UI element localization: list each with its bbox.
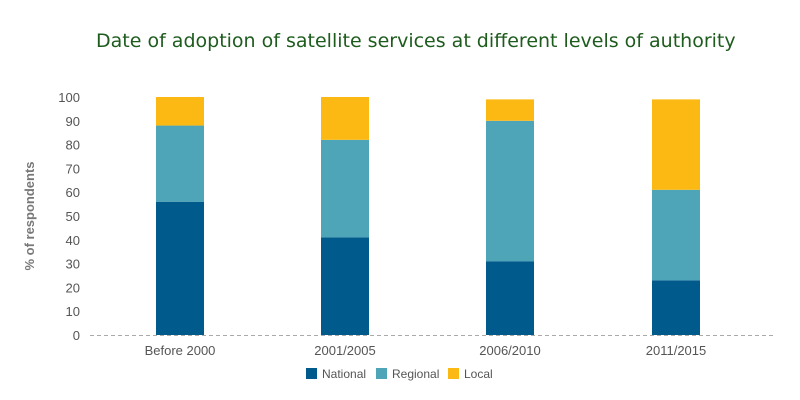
- bar-local: [321, 97, 369, 140]
- bar-national: [321, 237, 369, 335]
- y-tick-label: 70: [66, 161, 80, 176]
- x-axis: Before 2000 2001/2005 2006/2010 2011/2015: [145, 343, 707, 358]
- y-tick-label: 90: [66, 114, 80, 129]
- y-tick-label: 0: [73, 328, 80, 343]
- bars: [156, 97, 700, 335]
- y-tick-label: 60: [66, 185, 80, 200]
- y-tick-label: 10: [66, 304, 80, 319]
- x-tick-label: 2001/2005: [314, 343, 375, 358]
- y-tick-label: 50: [66, 209, 80, 224]
- legend-label: National: [322, 367, 366, 381]
- legend-swatch-local: [448, 368, 459, 379]
- legend-swatch-regional: [376, 368, 387, 379]
- bar-national: [486, 261, 534, 335]
- bar-national: [156, 201, 204, 335]
- y-axis-label: % of respondents: [22, 161, 37, 270]
- legend: National Regional Local: [306, 367, 493, 381]
- bar-national: [652, 280, 700, 335]
- bar-local: [156, 97, 204, 126]
- bar-regional: [652, 189, 700, 281]
- bar-local: [486, 99, 534, 121]
- y-tick-label: 20: [66, 280, 80, 295]
- y-axis: 0 10 20 30 40 50 60 70 80 90 100: [58, 90, 80, 343]
- x-tick-label: 2011/2015: [646, 343, 707, 358]
- bar-regional: [486, 120, 534, 262]
- y-tick-label: 100: [58, 90, 80, 105]
- legend-label: Regional: [392, 367, 439, 381]
- bar-regional: [321, 139, 369, 238]
- y-tick-label: 80: [66, 138, 80, 153]
- y-tick-label: 40: [66, 233, 80, 248]
- chart-title: Date of adoption of satellite services a…: [96, 30, 736, 52]
- legend-label: Local: [464, 367, 493, 381]
- x-tick-label: Before 2000: [145, 343, 216, 358]
- bar-regional: [156, 125, 204, 202]
- bar-local: [652, 99, 700, 190]
- x-tick-label: 2006/2010: [479, 343, 540, 358]
- legend-swatch-national: [306, 368, 317, 379]
- y-tick-label: 30: [66, 257, 80, 272]
